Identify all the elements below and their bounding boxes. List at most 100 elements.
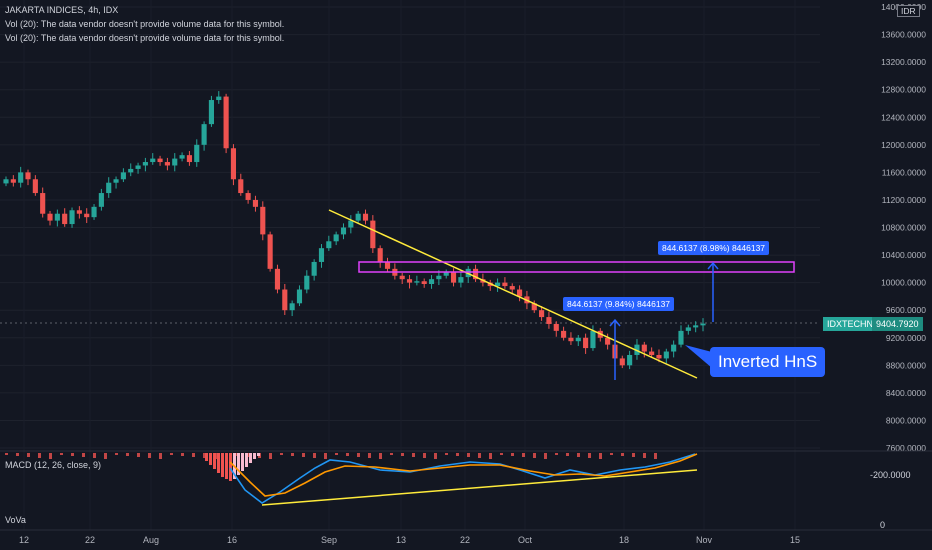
- x-tick: 18: [619, 535, 629, 545]
- inverted-hns-callout[interactable]: Inverted HnS: [710, 347, 826, 377]
- x-tick: 22: [460, 535, 470, 545]
- macd-histogram-bar: [203, 453, 206, 458]
- macd-histogram-bar: [253, 453, 256, 459]
- candle-body: [561, 330, 567, 338]
- price-tick: 8400.0000: [886, 388, 926, 398]
- candle-body: [472, 268, 479, 280]
- candle-body: [296, 289, 303, 304]
- candle-body: [605, 337, 611, 345]
- macd-histogram-bar: [357, 453, 360, 457]
- price-tick: 12000.0000: [881, 140, 926, 150]
- volume-notice-2: Vol (20): The data vendor doesn't provid…: [5, 33, 285, 43]
- symbol-price-label: IDXTECHNO: [823, 317, 885, 331]
- candle-body: [671, 344, 677, 352]
- drawings[interactable]: [328, 209, 795, 380]
- candle-body: [194, 144, 200, 163]
- macd-histogram-bar: [221, 453, 224, 477]
- candle-body: [517, 289, 523, 297]
- candle-body: [333, 234, 339, 242]
- price-tick: 10400.0000: [881, 250, 926, 260]
- macd-histogram-bar: [209, 453, 212, 465]
- macd-histogram-bar: [237, 453, 240, 475]
- candle-body: [106, 182, 112, 194]
- indicator-pane: [5, 453, 698, 506]
- macd-histogram-bar: [16, 453, 19, 456]
- candle-body: [135, 165, 141, 169]
- candle-body: [509, 286, 515, 290]
- descending-trendline: [328, 209, 698, 379]
- macd-histogram-bar: [467, 453, 470, 457]
- candle-body: [627, 354, 633, 366]
- candle-body: [260, 206, 266, 235]
- candle-body: [546, 317, 552, 324]
- macd-histogram-bar: [291, 453, 294, 456]
- price-tick: 13600.0000: [881, 30, 926, 40]
- macd-histogram-bar: [599, 453, 602, 459]
- macd-histogram-bar: [610, 453, 613, 455]
- currency-badge[interactable]: IDR: [897, 5, 920, 17]
- macd-histogram-bar: [533, 453, 536, 458]
- candle-body: [406, 279, 413, 283]
- candle-body: [91, 206, 97, 218]
- macd-histogram-bar: [213, 453, 216, 469]
- measure-label-1[interactable]: 844.6137 (9.84%) 8446137: [563, 297, 675, 311]
- macd-histogram-bar: [192, 453, 195, 457]
- candle-body: [186, 155, 192, 163]
- x-tick: 15: [790, 535, 800, 545]
- candle-body: [230, 148, 237, 180]
- macd-histogram-bar: [511, 453, 514, 456]
- measure-arrowhead: [609, 318, 621, 327]
- candle-body: [282, 289, 288, 311]
- candle-body: [340, 227, 347, 235]
- candle-body: [172, 158, 178, 166]
- price-tick: 8000.0000: [886, 415, 926, 425]
- price-tick: 13200.0000: [881, 57, 926, 67]
- candle-body: [201, 124, 207, 145]
- candle-body: [458, 277, 464, 283]
- macd-histogram-bar: [181, 453, 184, 456]
- macd-histogram-bar: [588, 453, 591, 458]
- candle-body: [32, 179, 38, 194]
- candle-body: [656, 354, 662, 359]
- candle-body: [10, 179, 16, 183]
- grid: [0, 6, 820, 449]
- candle-body: [223, 96, 229, 149]
- price-tick: 10000.0000: [881, 278, 926, 288]
- macd-histogram-bar: [241, 453, 244, 471]
- candle-body: [150, 158, 156, 163]
- last-price-label: 9404.7920: [872, 317, 923, 331]
- macd-histogram-bar: [249, 453, 252, 463]
- candle-body: [443, 272, 449, 276]
- macd-histogram-bar: [38, 453, 41, 458]
- measure-label-2[interactable]: 844.6137 (8.98%) 8446137: [658, 241, 770, 255]
- x-tick: 13: [396, 535, 406, 545]
- candle-body: [495, 282, 501, 287]
- macd-histogram-bar: [269, 453, 272, 459]
- candle-body: [238, 179, 244, 194]
- candle-body: [84, 213, 90, 218]
- candle-body: [414, 281, 420, 283]
- macd-histogram-bar: [434, 453, 437, 459]
- candle-body: [663, 351, 669, 359]
- candle-body: [531, 303, 537, 311]
- candle-body: [700, 323, 706, 326]
- candle-body: [399, 275, 405, 280]
- candle-body: [40, 193, 46, 214]
- candle-body: [428, 279, 435, 285]
- candle-body: [179, 155, 185, 159]
- candle-body: [18, 172, 24, 183]
- macd-histogram-bar: [247, 453, 250, 457]
- candle-body: [128, 168, 134, 173]
- macd-histogram-bar: [390, 453, 393, 455]
- macd-histogram-bar: [49, 453, 52, 459]
- macd-histogram-bar: [621, 453, 624, 456]
- price-tick: 12800.0000: [881, 85, 926, 95]
- macd-histogram-bar: [423, 453, 426, 458]
- candles: [3, 91, 706, 370]
- macd-line: [229, 453, 696, 504]
- macd-histogram-bar: [555, 453, 558, 455]
- price-tick: 7600.0000: [886, 443, 926, 453]
- candle-body: [348, 220, 354, 228]
